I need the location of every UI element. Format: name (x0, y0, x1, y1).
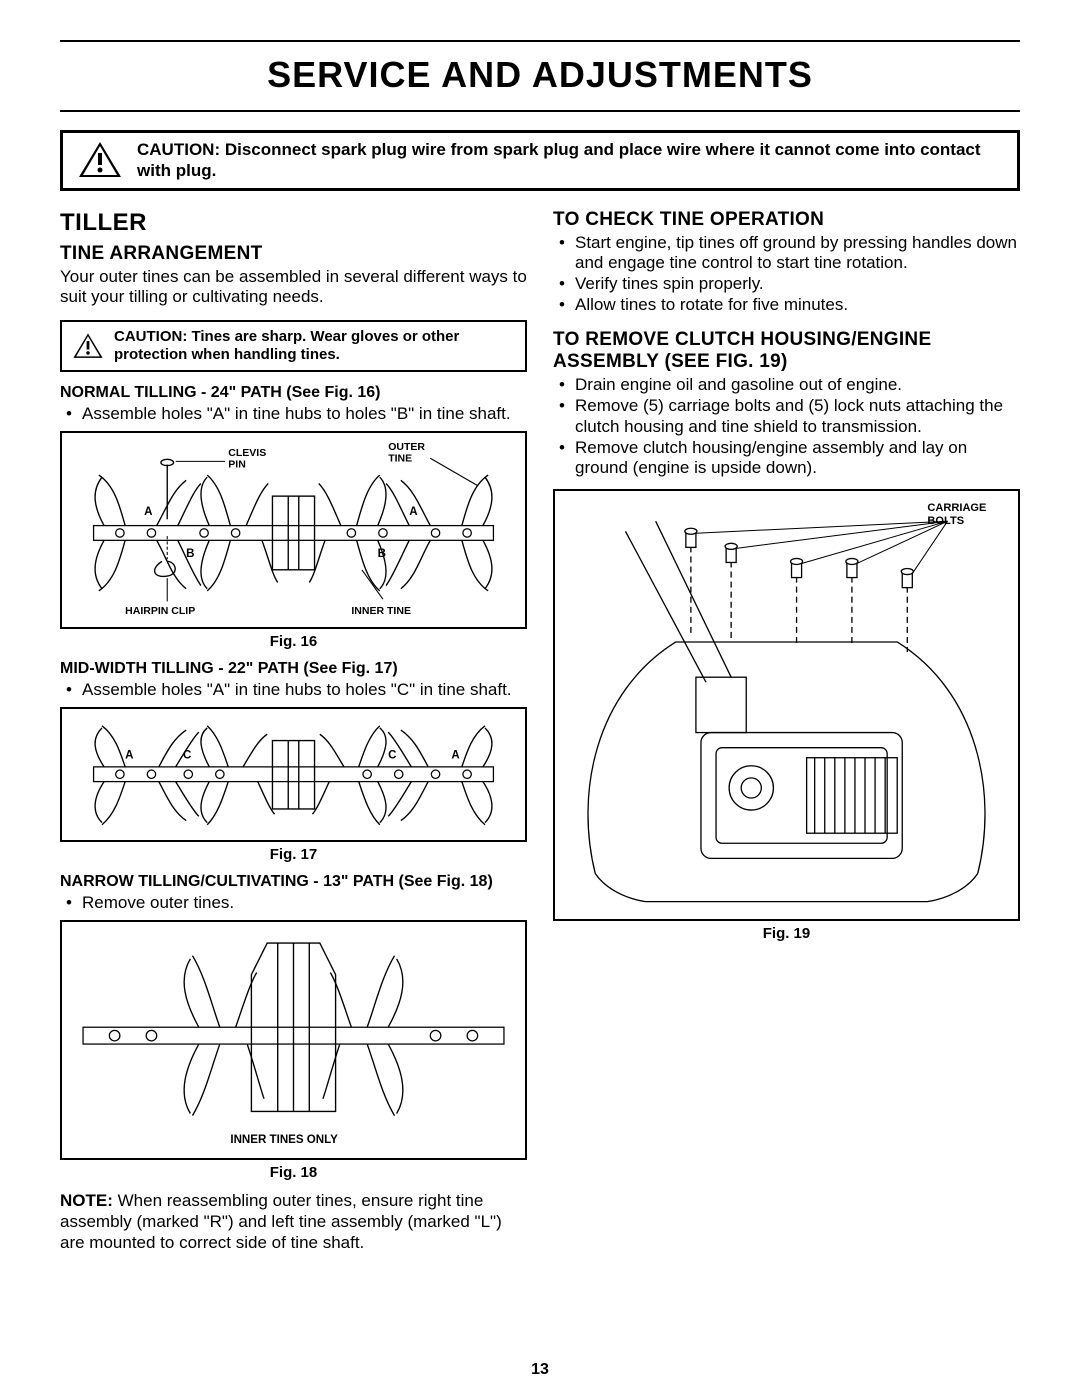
tine-arrangement-text: Your outer tines can be assembled in sev… (60, 267, 527, 308)
svg-text:C: C (388, 749, 397, 761)
narrow-bullet: Remove outer tines. (60, 893, 527, 914)
tiller-heading: TILLER (60, 209, 527, 237)
tines-sharp-caution: CAUTION: Tines are sharp. Wear gloves or… (60, 320, 527, 372)
page-number: 13 (0, 1361, 1080, 1379)
note-text: NOTE: When reassembling outer tines, ens… (60, 1191, 527, 1253)
svg-text:B: B (186, 548, 194, 560)
warning-icon (72, 332, 104, 360)
figure-18: INNER TINES ONLY (60, 920, 527, 1161)
svg-text:INNER TINE: INNER TINE (351, 605, 411, 617)
svg-text:TINE: TINE (388, 452, 412, 464)
svg-text:B: B (378, 548, 386, 560)
figure-17: A C C A (60, 707, 527, 842)
left-column: TILLER TINE ARRANGEMENT Your outer tines… (60, 209, 527, 1254)
remove-bullet-2: Remove (5) carriage bolts and (5) lock n… (553, 396, 1020, 437)
check-tine-heading: TO CHECK TINE OPERATION (553, 209, 1020, 231)
note-body: When reassembling outer tines, ensure ri… (60, 1191, 502, 1251)
tine-arrangement-heading: TINE ARRANGEMENT (60, 243, 527, 265)
svg-text:PIN: PIN (228, 458, 246, 470)
right-column: TO CHECK TINE OPERATION Start engine, ti… (553, 209, 1020, 1254)
svg-text:A: A (144, 506, 153, 518)
tines-sharp-text: CAUTION: Tines are sharp. Wear gloves or… (114, 328, 515, 364)
page-title: SERVICE AND ADJUSTMENTS (60, 54, 1020, 96)
svg-text:BOLTS: BOLTS (927, 515, 964, 527)
fig19-caption: Fig. 19 (553, 925, 1020, 942)
svg-text:A: A (451, 749, 460, 761)
mid-width-label: MID-WIDTH TILLING - 22" PATH (See Fig. 1… (60, 660, 527, 678)
remove-bullet-3: Remove clutch housing/engine assembly an… (553, 438, 1020, 479)
svg-text:A: A (125, 749, 134, 761)
figure-16: A A B B CLEVIS PIN OUTER TINE HAIRPIN CL… (60, 431, 527, 629)
svg-text:A: A (409, 506, 418, 518)
svg-text:INNER TINES ONLY: INNER TINES ONLY (230, 1134, 338, 1146)
fig18-caption: Fig. 18 (60, 1164, 527, 1181)
warning-icon (77, 140, 123, 180)
svg-text:HAIRPIN CLIP: HAIRPIN CLIP (125, 605, 195, 617)
svg-text:CLEVIS: CLEVIS (228, 447, 266, 459)
normal-tilling-label: NORMAL TILLING - 24" PATH (See Fig. 16) (60, 384, 527, 402)
svg-text:CARRIAGE: CARRIAGE (927, 502, 986, 514)
check-bullet-1: Start engine, tip tines off ground by pr… (553, 233, 1020, 274)
remove-clutch-heading: TO REMOVE CLUTCH HOUSING/ENGINE ASSEMBLY… (553, 329, 1020, 373)
top-caution-text: CAUTION: Disconnect spark plug wire from… (137, 139, 1003, 182)
narrow-label: NARROW TILLING/CULTIVATING - 13" PATH (S… (60, 873, 527, 891)
figure-19: CARRIAGE BOLTS (553, 489, 1020, 921)
mid-width-bullet: Assemble holes "A" in tine hubs to holes… (60, 680, 527, 701)
check-bullet-3: Allow tines to rotate for five minutes. (553, 295, 1020, 316)
remove-bullet-1: Drain engine oil and gasoline out of eng… (553, 375, 1020, 396)
svg-text:OUTER: OUTER (388, 441, 425, 453)
svg-text:C: C (183, 749, 192, 761)
check-bullet-2: Verify tines spin properly. (553, 274, 1020, 295)
top-caution-box: CAUTION: Disconnect spark plug wire from… (60, 130, 1020, 191)
normal-tilling-bullet: Assemble holes "A" in tine hubs to holes… (60, 404, 527, 425)
fig17-caption: Fig. 17 (60, 846, 527, 863)
fig16-caption: Fig. 16 (60, 633, 527, 650)
